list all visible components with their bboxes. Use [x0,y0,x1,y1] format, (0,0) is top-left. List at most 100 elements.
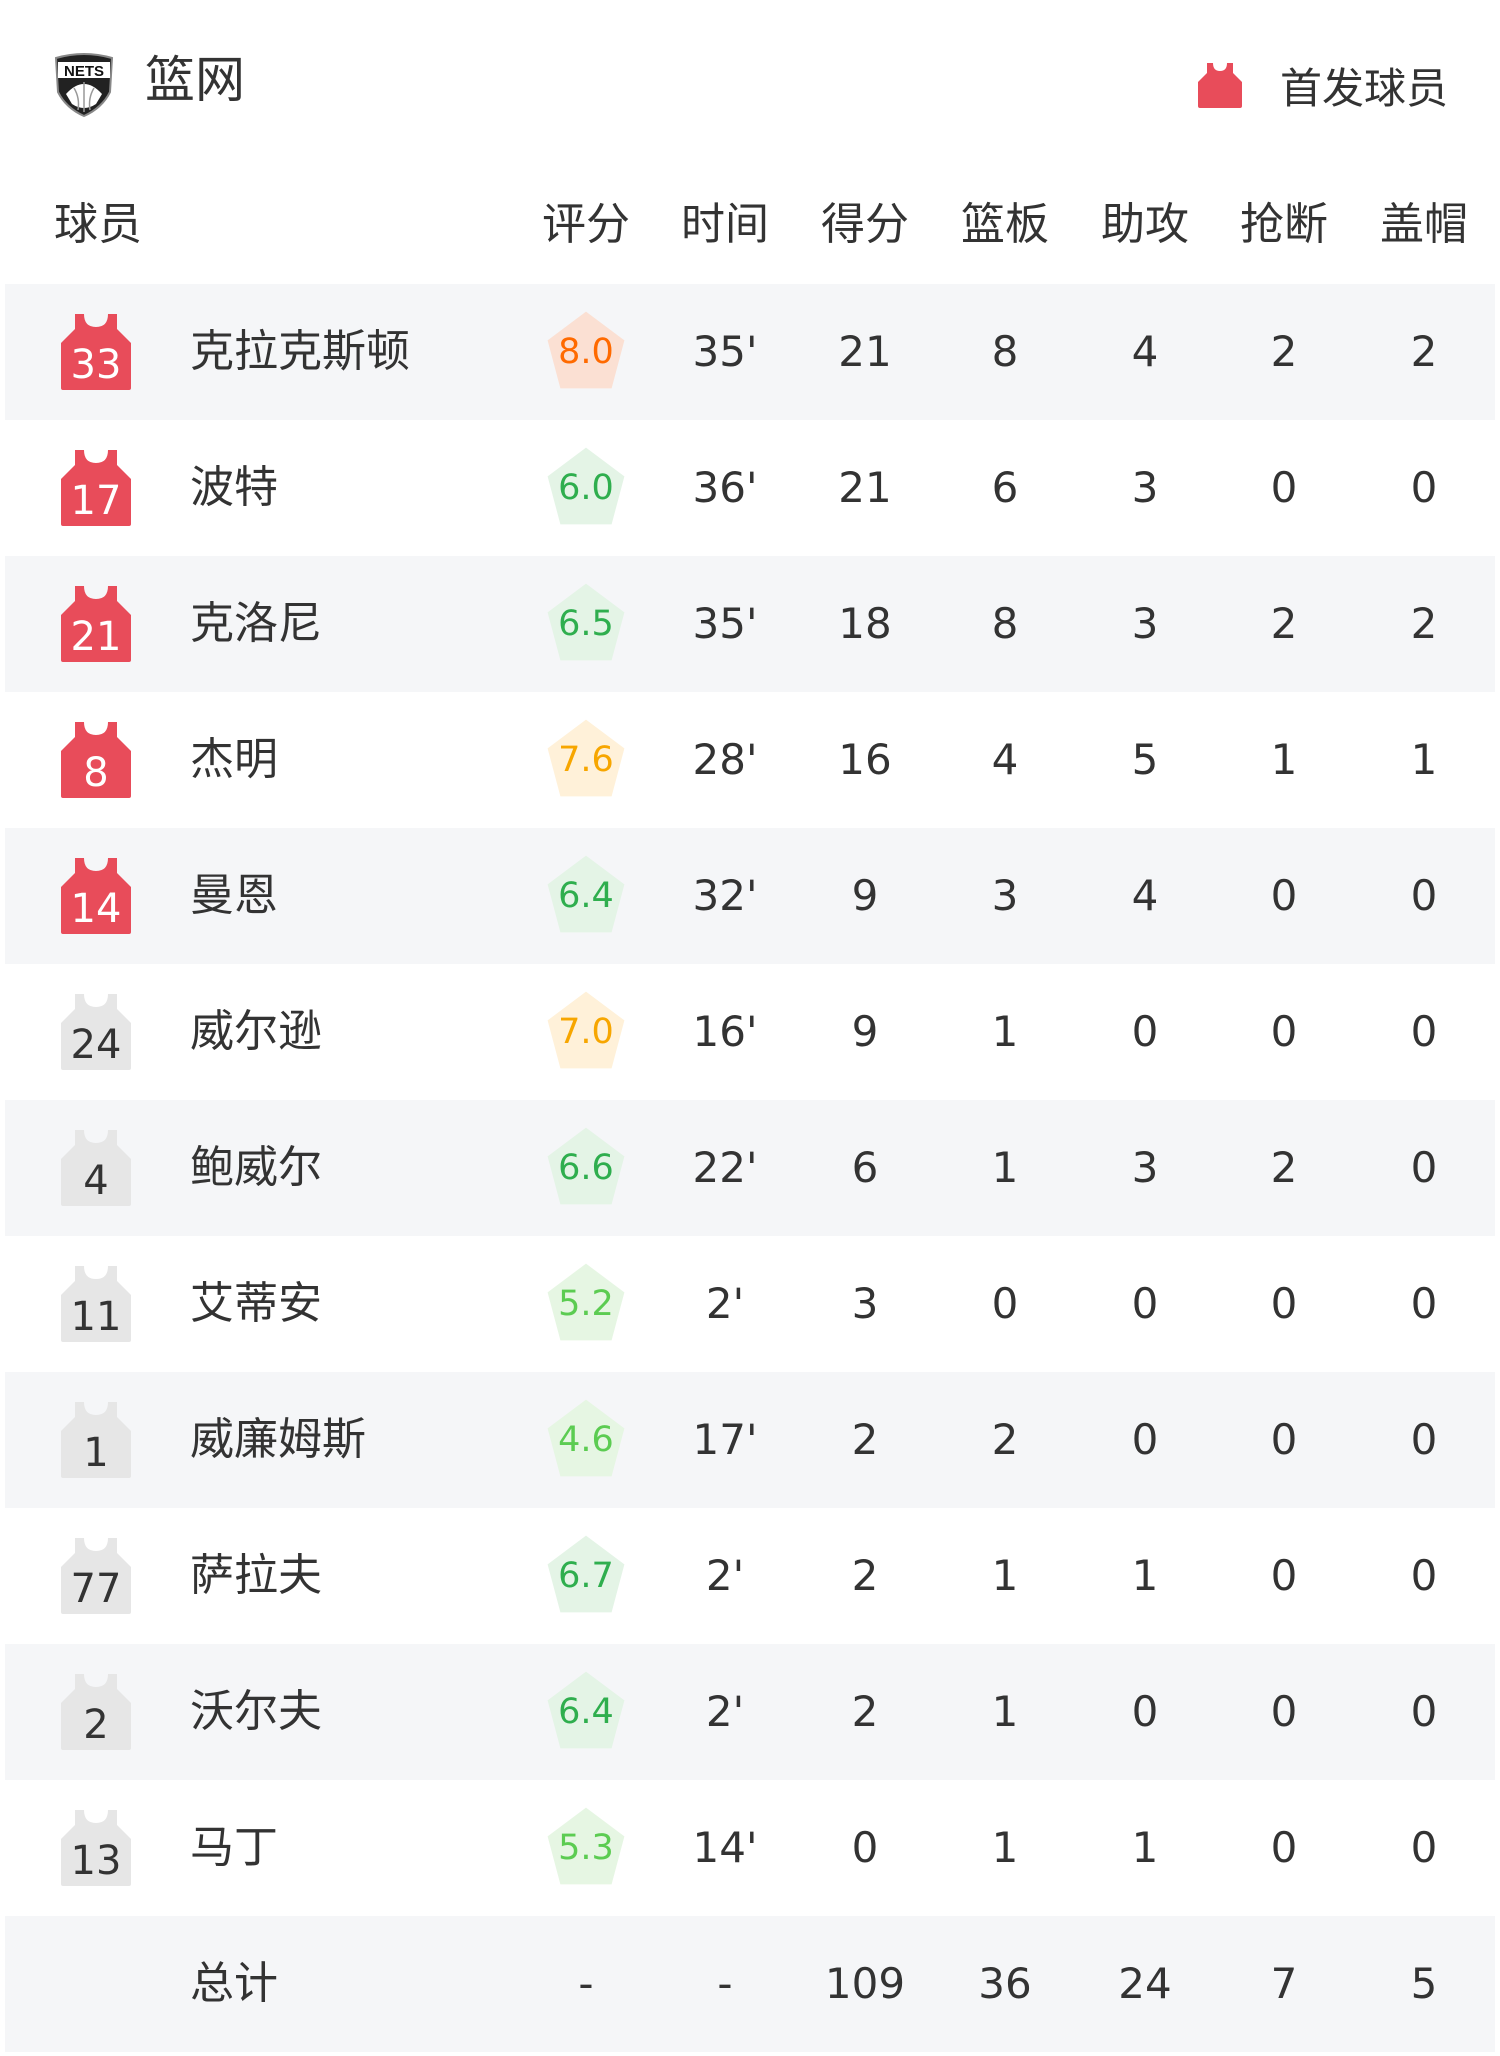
player-name[interactable]: 沃尔夫 [190,1686,322,1737]
rebounds-cell: 2 [991,1415,1019,1464]
player-row[interactable]: 2 沃尔夫 6.4 2' 2 1 0 0 0 [5,1644,1495,1780]
blocks-cell: 0 [1410,1143,1438,1192]
blocks-cell: 0 [1410,463,1438,512]
assists-cell: 0 [1131,1279,1159,1328]
team-header: NETS 篮网 首发球员 [0,0,1500,165]
jersey-icon [61,994,131,1070]
jersey-number: 21 [70,614,122,660]
jersey-number: 14 [70,886,122,932]
jersey-icon [61,1538,131,1614]
col-assists[interactable]: 助攻 [1101,199,1189,250]
assists-cell: 1 [1131,1551,1159,1600]
jersey-number-badge: 17 [61,450,131,526]
player-row[interactable]: 13 马丁 5.3 14' 0 1 1 0 0 [5,1780,1495,1916]
jersey-icon [61,314,131,390]
time-cell: 2' [705,1279,745,1328]
blocks-cell: 0 [1410,1551,1438,1600]
assists-cell: 3 [1131,599,1159,648]
team-name: 篮网 [145,51,245,109]
blocks-cell: 0 [1410,1007,1438,1056]
player-row[interactable]: 17 波特 6.0 36' 21 6 3 0 0 [5,420,1495,556]
player-name[interactable]: 威廉姆斯 [190,1414,366,1465]
points-cell: 16 [838,735,892,784]
player-name[interactable]: 马丁 [190,1822,278,1873]
assists-cell: 3 [1131,1143,1159,1192]
time-cell: 2' [705,1551,745,1600]
blocks-cell: 0 [1410,1687,1438,1736]
points-cell: 3 [851,1279,879,1328]
jersey-icon [1197,63,1242,108]
svg-text:NETS: NETS [64,63,104,80]
jersey-number-badge: 21 [61,586,131,662]
jersey-icon [61,586,131,662]
player-row[interactable]: 11 艾蒂安 5.2 2' 3 0 0 0 0 [5,1236,1495,1372]
player-name[interactable]: 克拉克斯顿 [190,326,410,377]
player-row[interactable]: 14 曼恩 6.4 32' 9 3 4 0 0 [5,828,1495,964]
player-row[interactable]: 24 威尔逊 7.0 16' 9 1 0 0 0 [5,964,1495,1100]
player-name[interactable]: 艾蒂安 [190,1278,322,1329]
rating-value: 6.7 [558,1556,614,1596]
rating-badge: 6.5 [547,583,625,661]
nets-logo: NETS [54,53,114,118]
col-steals[interactable]: 抢断 [1240,199,1328,250]
total-steals-cell: 7 [1270,1959,1298,2008]
rebounds-cell: 0 [991,1279,1019,1328]
jersey-number: 4 [83,1158,109,1204]
steals-cell: 0 [1270,463,1298,512]
rating-value: 6.6 [558,1148,614,1188]
legend-label: 首发球员 [1279,64,1448,113]
points-cell: 2 [851,1687,879,1736]
player-name[interactable]: 波特 [190,462,278,513]
rating-badge: 7.6 [547,719,625,797]
jersey-number-badge: 8 [61,722,131,798]
col-rebounds[interactable]: 篮板 [961,199,1049,250]
player-name[interactable]: 曼恩 [190,870,278,921]
points-cell: 2 [851,1551,879,1600]
rating-badge: 4.6 [547,1399,625,1477]
jersey-icon [61,722,131,798]
col-blocks[interactable]: 盖帽 [1380,199,1468,250]
steals-cell: 0 [1270,1415,1298,1464]
player-name[interactable]: 杰明 [190,734,278,785]
player-name[interactable]: 克洛尼 [190,598,322,649]
player-row[interactable]: 21 克洛尼 6.5 35' 18 8 3 2 2 [5,556,1495,692]
points-cell: 0 [851,1823,879,1872]
points-cell: 21 [838,463,892,512]
player-row[interactable]: 1 威廉姆斯 4.6 17' 2 2 0 0 0 [5,1372,1495,1508]
time-cell: 28' [692,735,758,784]
rating-badge: 7.0 [547,991,625,1069]
jersey-icon [61,1402,131,1478]
player-name[interactable]: 威尔逊 [190,1006,322,1057]
player-name[interactable]: 鲍威尔 [190,1142,322,1193]
time-cell: 16' [692,1007,758,1056]
col-points[interactable]: 得分 [821,199,909,250]
col-rating[interactable]: 评分 [542,199,630,250]
player-row[interactable]: 33 克拉克斯顿 8.0 35' 21 8 4 2 2 [5,284,1495,420]
total-blocks-cell: 5 [1410,1959,1438,2008]
rating-value: 6.0 [558,468,614,508]
player-row[interactable]: 77 萨拉夫 6.7 2' 2 1 1 0 0 [5,1508,1495,1644]
rebounds-cell: 1 [991,1687,1019,1736]
rating-badge: 5.3 [547,1807,625,1885]
jersey-number: 24 [70,1022,122,1068]
points-cell: 9 [851,1007,879,1056]
rating-value: 6.5 [558,604,614,644]
rating-badge: 5.2 [547,1263,625,1341]
col-time[interactable]: 时间 [681,199,769,250]
jersey-number-badge: 24 [61,994,131,1070]
table-header: 球员 评分 时间 得分 篮板 助攻 抢断 盖帽 [0,190,1500,260]
steals-cell: 2 [1270,1143,1298,1192]
rating-badge: 6.7 [547,1535,625,1613]
jersey-icon [61,1266,131,1342]
steals-cell: 0 [1270,1551,1298,1600]
rebounds-cell: 8 [991,327,1019,376]
player-name[interactable]: 萨拉夫 [190,1550,322,1601]
player-row[interactable]: 8 杰明 7.6 28' 16 4 5 1 1 [5,692,1495,828]
time-cell: 17' [692,1415,758,1464]
jersey-number: 2 [83,1702,109,1748]
points-cell: 6 [851,1143,879,1192]
player-row[interactable]: 4 鲍威尔 6.6 22' 6 1 3 2 0 [5,1100,1495,1236]
blocks-cell: 1 [1410,735,1438,784]
jersey-number-badge: 1 [61,1402,131,1478]
rating-badge: 6.6 [547,1127,625,1205]
